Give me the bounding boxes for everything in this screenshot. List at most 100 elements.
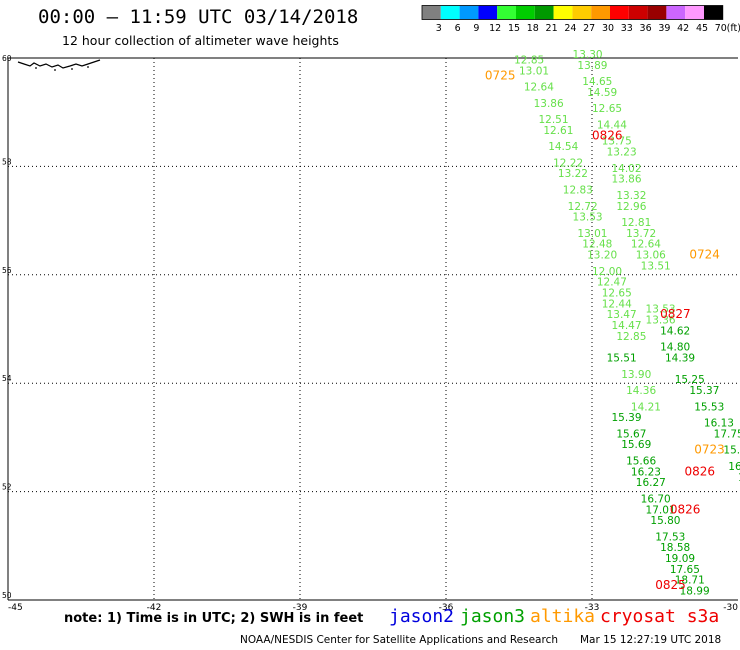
wave-height-value: 17.65 xyxy=(670,564,700,576)
scale-label: 42 xyxy=(677,23,689,34)
wave-height-value: 16.27 xyxy=(636,477,666,489)
wave-height-value: 18.71 xyxy=(675,575,705,587)
coastline-islet xyxy=(71,68,73,70)
wave-height-value: 14.36 xyxy=(626,385,656,397)
wave-height-value: 12.85 xyxy=(514,54,544,66)
scale-label: 45 xyxy=(696,23,708,34)
scale-swatch xyxy=(704,5,723,20)
wave-height-value: 12.44 xyxy=(602,298,632,310)
wave-height-value: 17.53 xyxy=(655,531,685,543)
wave-height-value: 15.53 xyxy=(694,401,724,413)
wave-height-value: 12.65 xyxy=(592,103,622,115)
scale-label: 27 xyxy=(583,23,595,34)
wave-height-value: 14.62 xyxy=(660,325,690,337)
wave-height-value: 15.80 xyxy=(650,515,680,527)
wave-height-value: 12.72 xyxy=(568,201,598,213)
wave-height-value: 12.48 xyxy=(582,239,612,251)
wave-height-value: 15.66 xyxy=(626,456,656,468)
scale-swatch xyxy=(553,5,573,20)
scale-swatch xyxy=(591,5,610,20)
wave-height-value: 15.51 xyxy=(607,353,637,365)
coastline-islet xyxy=(54,69,56,71)
wave-height-value: 14.47 xyxy=(611,320,641,332)
scale-swatch xyxy=(440,5,460,20)
wave-height-value: 13.01 xyxy=(577,228,607,240)
wave-height-value: 12.51 xyxy=(538,114,568,126)
wave-height-value: 12.61 xyxy=(543,125,573,137)
scale-label: 3 xyxy=(436,23,442,34)
wave-height-value: 13.89 xyxy=(577,60,607,72)
scale-label: 15 xyxy=(508,23,520,34)
scale-swatch xyxy=(628,5,648,20)
y-tick-label: 56 xyxy=(2,266,12,275)
wave-height-value: 13.01 xyxy=(519,65,549,77)
wave-height-value: 12.00 xyxy=(592,266,622,278)
scale-swatch xyxy=(666,5,686,20)
wave-height-value: 14.39 xyxy=(665,353,695,365)
scale-label: 39 xyxy=(658,23,670,34)
scale-swatch xyxy=(459,5,479,20)
scale-swatch xyxy=(572,5,592,20)
wave-height-value: 18.99 xyxy=(680,586,710,598)
wave-height-value: 12.47 xyxy=(597,277,627,289)
pass-time-label: 0724 xyxy=(689,248,720,262)
wave-height-value: 14.02 xyxy=(611,163,641,175)
x-tick-label: -36 xyxy=(439,603,454,613)
chart-subtitle: 12 hour collection of altimeter wave hei… xyxy=(62,33,339,48)
wave-height-value: 14.54 xyxy=(548,141,578,153)
coastline-islet xyxy=(35,67,37,69)
wave-height-value: 14.65 xyxy=(582,76,612,88)
wave-height-value: 12.85 xyxy=(616,331,646,343)
scale-label: 18 xyxy=(527,23,539,34)
wave-height-value: 12.64 xyxy=(524,82,554,94)
wave-height-value: 17.75 xyxy=(714,428,740,440)
color-scale-legend: 3 6 9 12 15 18 21 24 27 30 33 36 39 42 45 70 (ft) xyxy=(421,5,740,34)
wave-height-value: 12.22 xyxy=(553,157,583,169)
scale-label: 36 xyxy=(640,23,652,34)
scale-swatch xyxy=(516,5,535,20)
wave-height-value: 13.86 xyxy=(611,174,641,186)
x-tick-label: -45 xyxy=(8,603,23,613)
credit-text: NOAA/NESDIS Center for Satellite Applica… xyxy=(240,634,558,646)
wave-height-value: 13.47 xyxy=(607,309,637,321)
chart-title: 00:00 – 11:59 UTC 03/14/2018 xyxy=(38,6,359,28)
y-tick-label: 54 xyxy=(2,374,12,383)
wave-height-value: 12.96 xyxy=(616,201,646,213)
scale-swatch xyxy=(422,5,441,20)
wave-height-value: 13.53 xyxy=(646,304,676,316)
scale-swatch xyxy=(610,5,629,20)
scale-label: 33 xyxy=(621,23,633,34)
wave-height-value: 15.67 xyxy=(616,428,646,440)
wave-height-value: 12.81 xyxy=(621,217,651,229)
wave-height-value: 13.06 xyxy=(636,250,666,262)
scale-frame xyxy=(421,5,724,20)
wave-height-value: 13.30 xyxy=(573,49,603,61)
wave-height-value: 13.72 xyxy=(626,228,656,240)
scale-swatch xyxy=(478,5,498,20)
wave-height-value: 16.26 xyxy=(738,472,740,484)
wave-height-value: 13.86 xyxy=(534,98,564,110)
wave-height-value: 16.23 xyxy=(631,466,661,478)
x-tick-label: -39 xyxy=(293,603,308,613)
y-tick-label: 50 xyxy=(2,591,12,600)
wave-height-value: 13.22 xyxy=(558,168,588,180)
wave-height-value: 13.36 xyxy=(646,315,676,327)
wave-height-value: 13.90 xyxy=(621,369,651,381)
coastline xyxy=(17,59,101,69)
wave-height-value: 12.65 xyxy=(602,287,632,299)
legend-cryosat-s3a: cryosat s3a xyxy=(600,606,720,627)
wave-height-value: 19.09 xyxy=(665,553,695,565)
wave-height-value: 12.83 xyxy=(563,185,593,197)
y-tick-label: 58 xyxy=(2,157,12,166)
wave-height-value: 16.70 xyxy=(641,493,671,505)
scale-swatch xyxy=(497,5,516,20)
wave-height-value: 13.51 xyxy=(641,260,671,272)
pass-time-label: 0826 xyxy=(592,128,623,142)
y-tick-label: 52 xyxy=(2,483,12,492)
wave-height-value: 17.01 xyxy=(646,504,676,516)
wave-height-value: 14.44 xyxy=(597,119,627,131)
wave-height-value: 12.64 xyxy=(631,239,661,251)
x-tick-label: -30 xyxy=(723,603,738,613)
